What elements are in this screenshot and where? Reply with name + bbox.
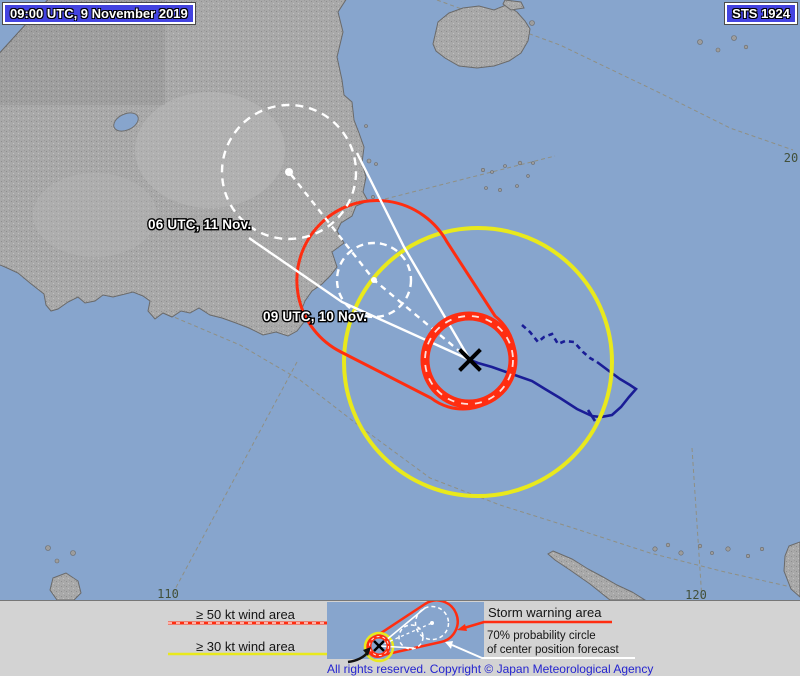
wind-area-50kt (420, 311, 518, 409)
mini-forecast-point (430, 621, 434, 625)
longitude-line-120e (691, 447, 703, 600)
current-position-marker (458, 348, 482, 372)
dashed-boundary-line (384, 155, 556, 200)
legend-warning-pointer (457, 620, 612, 631)
map-canvas: 06 UTC, 11 Nov. 09 UTC, 10 Nov. 110 120 … (0, 0, 800, 600)
paracel-islands (480, 160, 535, 192)
mini-center-line (378, 622, 433, 647)
legend-probability-label-line2: of center position forecast (487, 644, 619, 656)
longitude-line-110e (172, 361, 298, 594)
forecast-point-48h (285, 168, 293, 176)
storm-id-text: STS 1924 (732, 6, 790, 21)
past-track-dashed (521, 324, 598, 364)
grid-label-20n: 20 (784, 151, 798, 165)
mini-probability-circle-48h (414, 605, 450, 641)
forecast-point-24h (371, 277, 377, 283)
red-arrowhead-warning (457, 624, 467, 631)
coastal-islets (364, 124, 378, 199)
islands-southeast (547, 541, 800, 600)
forecast-label-24h: 09 UTC, 10 Nov. (263, 309, 367, 324)
black-arrowhead-center (363, 647, 371, 656)
mini-position-marker (373, 640, 385, 652)
legend-strip: ≥ 50 kt wind area ≥ 30 kt wind area Stor… (0, 600, 800, 676)
mini-50kt-dash-overlay (369, 636, 389, 656)
legend-30kt-label: ≥ 30 kt wind area (196, 639, 295, 654)
islands-southwest (45, 545, 82, 600)
lake (113, 112, 139, 132)
timestamp-text: 09:00 UTC, 9 November 2019 (10, 6, 188, 21)
landmasses (0, 0, 800, 600)
forecast-label-48h: 06 UTC, 11 Nov. (148, 217, 251, 232)
legend-graphics (168, 601, 635, 664)
probability-circle-48h (220, 103, 358, 241)
legend-probability-pointer (445, 641, 635, 659)
timestamp-label: 09:00 UTC, 9 November 2019 (2, 2, 196, 25)
mini-cone-edge-lower (378, 645, 415, 649)
wind-area-50kt-dash-overlay (424, 315, 514, 405)
white-arrowhead-probability (445, 641, 453, 649)
copyright-notice: All rights reserved. Copyright © Japan M… (327, 662, 654, 676)
mainland-indochina (0, 0, 369, 337)
wind-area-30kt-circle (342, 226, 614, 498)
legend-mini-map (327, 601, 484, 663)
legend-50kt-label: ≥ 50 kt wind area (196, 607, 295, 622)
past-track-solid (469, 358, 638, 419)
track-date-tick (586, 409, 597, 422)
map-text-labels: 06 UTC, 11 Nov. 09 UTC, 10 Nov. 110 120 … (147, 151, 799, 600)
probability-circle-24h (335, 241, 413, 319)
legend-warning-label: Storm warning area (488, 605, 602, 620)
grid-label-110e: 110 (157, 587, 179, 600)
legend-probability-label-line1: 70% probability circle (487, 630, 596, 642)
islet-ne-hainan (502, 0, 525, 11)
hainan-island (432, 4, 531, 69)
latitude-line-15n (161, 311, 800, 590)
past-track (469, 324, 638, 422)
grid-label-120e: 120 (685, 588, 707, 600)
storm-id-label: STS 1924 (724, 2, 798, 25)
legend-center-pointer (347, 647, 371, 664)
small-islands-northeast (529, 20, 749, 53)
